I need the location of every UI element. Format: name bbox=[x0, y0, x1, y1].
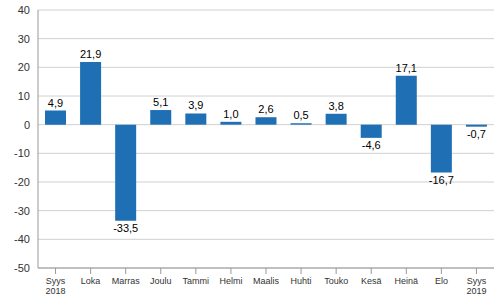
svg-text:Helmi: Helmi bbox=[219, 276, 242, 286]
svg-text:Tammi: Tammi bbox=[183, 276, 210, 286]
svg-text:Syys2018: Syys2018 bbox=[46, 276, 66, 296]
svg-text:10: 10 bbox=[18, 90, 30, 102]
svg-text:0,5: 0,5 bbox=[293, 109, 308, 121]
svg-text:30: 30 bbox=[18, 33, 30, 45]
svg-text:-10: -10 bbox=[14, 147, 30, 159]
svg-text:20: 20 bbox=[18, 61, 30, 73]
svg-text:Loka: Loka bbox=[81, 276, 101, 286]
svg-text:-50: -50 bbox=[14, 262, 30, 274]
svg-text:2,6: 2,6 bbox=[258, 103, 273, 115]
svg-text:-4,6: -4,6 bbox=[362, 139, 381, 151]
svg-text:21,9: 21,9 bbox=[80, 48, 101, 60]
svg-text:-33,5: -33,5 bbox=[113, 222, 138, 234]
svg-text:3,8: 3,8 bbox=[328, 100, 343, 112]
svg-text:Touko: Touko bbox=[324, 276, 348, 286]
svg-text:Huhti: Huhti bbox=[291, 276, 312, 286]
svg-text:-16,7: -16,7 bbox=[429, 174, 454, 186]
svg-text:17,1: 17,1 bbox=[396, 62, 417, 74]
svg-text:-30: -30 bbox=[14, 205, 30, 217]
svg-text:Marras: Marras bbox=[112, 276, 141, 286]
svg-text:Heinä: Heinä bbox=[395, 276, 419, 286]
svg-text:3,9: 3,9 bbox=[188, 99, 203, 111]
svg-text:5,1: 5,1 bbox=[153, 96, 168, 108]
svg-text:0: 0 bbox=[24, 119, 30, 131]
svg-text:40: 40 bbox=[18, 4, 30, 16]
svg-text:Elo: Elo bbox=[435, 276, 448, 286]
svg-text:Maalis: Maalis bbox=[253, 276, 280, 286]
svg-text:-0,7: -0,7 bbox=[467, 128, 486, 140]
svg-text:Joulu: Joulu bbox=[150, 276, 172, 286]
svg-text:-20: -20 bbox=[14, 176, 30, 188]
svg-text:1,0: 1,0 bbox=[223, 108, 238, 120]
svg-text:Syys2019: Syys2019 bbox=[466, 276, 486, 296]
svg-text:Kesä: Kesä bbox=[361, 276, 382, 286]
svg-text:-40: -40 bbox=[14, 233, 30, 245]
svg-text:4,9: 4,9 bbox=[48, 97, 63, 109]
